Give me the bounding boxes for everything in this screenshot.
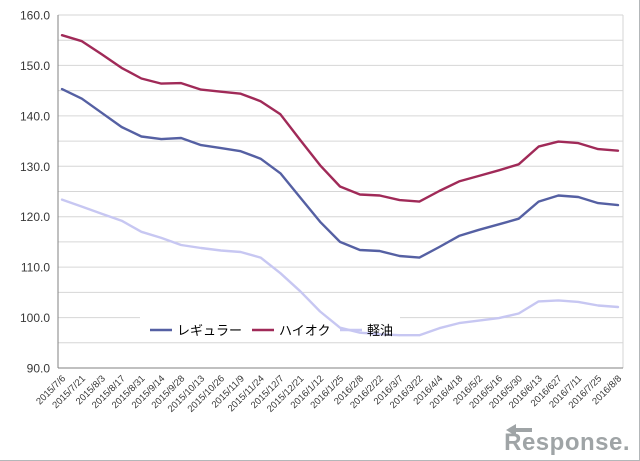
- logo-left-arrow-icon: [506, 424, 533, 436]
- y-tick-label: 160.0: [20, 9, 50, 23]
- y-tick-label: 140.0: [20, 109, 50, 123]
- legend-item-diesel-label: 軽油: [367, 323, 393, 338]
- logo-text: Response.: [504, 429, 630, 456]
- y-tick-label: 120.0: [20, 210, 50, 224]
- legend-background: [140, 314, 400, 341]
- response-logo: Response.: [504, 424, 630, 456]
- y-tick-label: 150.0: [20, 59, 50, 73]
- series-regular-line: [60, 87, 620, 259]
- y-tick-label: 100.0: [20, 311, 50, 325]
- series-premium-line: [60, 34, 620, 203]
- legend-item-regular-label: レギュラー: [177, 323, 242, 338]
- legend-item-premium-label: ハイオク: [279, 323, 330, 338]
- y-tick-label: 110.0: [21, 261, 50, 275]
- y-tick-label: 90.0: [27, 362, 51, 376]
- series-diesel-line: [60, 198, 620, 337]
- y-tick-label: 130.0: [20, 160, 50, 174]
